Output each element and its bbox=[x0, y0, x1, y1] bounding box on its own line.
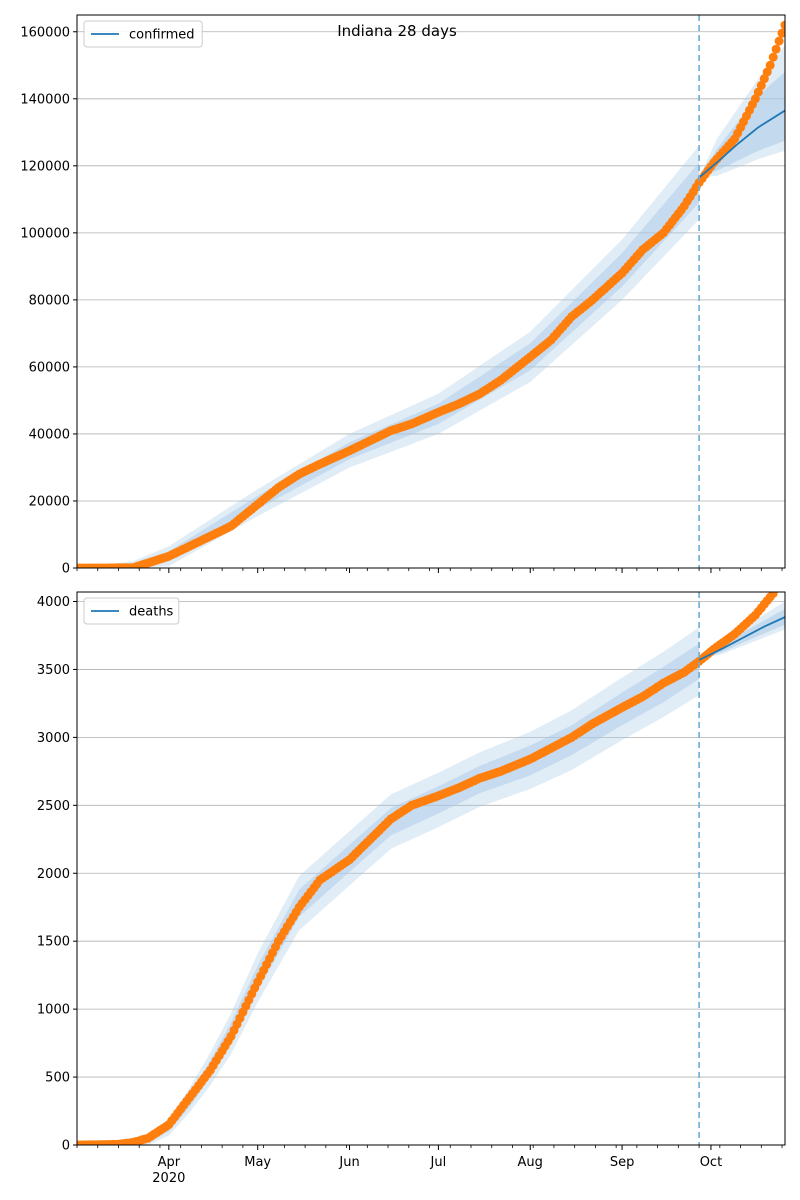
observed-point bbox=[756, 80, 766, 90]
x-tick-label: Jul bbox=[430, 1155, 447, 1170]
observed-point bbox=[762, 67, 772, 77]
observed-point bbox=[753, 87, 763, 97]
axes-frame bbox=[76, 591, 786, 1146]
x-tick-label: Jun bbox=[338, 1155, 359, 1170]
observed-point bbox=[768, 52, 778, 62]
y-tick-label: 2000 bbox=[37, 867, 70, 882]
legend-label: confirmed bbox=[129, 28, 195, 43]
legend: confirmed bbox=[83, 20, 203, 48]
y-tick-label: 3500 bbox=[37, 663, 70, 678]
observed-point bbox=[765, 60, 775, 70]
observed-point bbox=[771, 44, 781, 54]
legend: deaths bbox=[83, 597, 180, 625]
y-tick-label: 20000 bbox=[29, 494, 70, 509]
y-tick-label: 3000 bbox=[37, 731, 70, 746]
fit-outer-band bbox=[77, 145, 700, 568]
model-line bbox=[698, 109, 785, 179]
fit-inner-band bbox=[77, 162, 700, 568]
y-tick-label: 40000 bbox=[29, 427, 70, 442]
y-tick-label: 1000 bbox=[37, 1003, 70, 1018]
y-tick-label: 4000 bbox=[37, 595, 70, 610]
y-tick-label: 0 bbox=[62, 1139, 70, 1154]
observed-point bbox=[777, 28, 785, 38]
legend-box bbox=[83, 597, 180, 625]
y-tick-label: 2500 bbox=[37, 799, 70, 814]
y-tick-label: 60000 bbox=[29, 360, 70, 375]
y-tick-label: 140000 bbox=[20, 92, 70, 107]
model-line bbox=[698, 616, 785, 661]
x-tick-label: Aug bbox=[518, 1155, 543, 1170]
observed-point bbox=[768, 592, 778, 598]
y-tick-label: 1500 bbox=[37, 935, 70, 950]
y-tick-label: 100000 bbox=[20, 226, 70, 241]
fit-inner-band bbox=[77, 643, 700, 1145]
plot-area bbox=[77, 592, 785, 1145]
deaths-panel: 0 500 1000 1500 2000 2500 3000 3500 4000 Apr May Ju… bbox=[37, 591, 786, 1186]
x-tick-label: Oct bbox=[700, 1155, 722, 1170]
legend-box bbox=[83, 20, 203, 48]
y-tick-label: 120000 bbox=[20, 159, 70, 174]
confirmed-panel: 0 20000 40000 60000 80000 100000 120000 140000 1… bbox=[20, 14, 786, 577]
y-tick-label: 80000 bbox=[29, 293, 70, 308]
x-tick-label: May bbox=[244, 1155, 271, 1170]
y-tick-label: 500 bbox=[45, 1071, 70, 1086]
y-tick-label: 0 bbox=[62, 562, 70, 577]
y-tick-label: 160000 bbox=[20, 25, 70, 40]
axes-frame bbox=[76, 14, 786, 569]
x-tick-sublabel: 2020 bbox=[152, 1171, 185, 1186]
legend-label: deaths bbox=[129, 605, 174, 620]
x-tick-label: Sep bbox=[610, 1155, 635, 1170]
observed-point bbox=[774, 36, 784, 46]
plot-area bbox=[77, 20, 785, 568]
x-tick-label: Apr bbox=[158, 1155, 181, 1170]
figure-title: Indiana 28 days bbox=[337, 22, 457, 40]
observed-point bbox=[780, 20, 785, 30]
